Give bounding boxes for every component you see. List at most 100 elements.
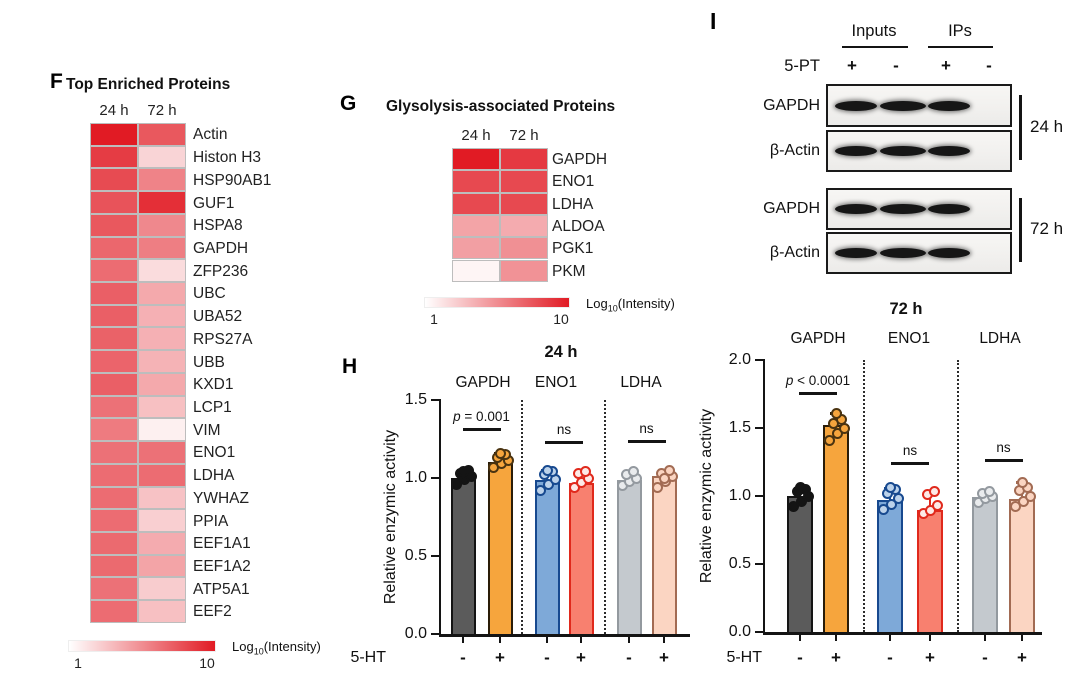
heatmap-cell (90, 123, 138, 146)
heatmap-row-label: LCP1 (193, 399, 232, 416)
heatmap-cell (90, 531, 138, 555)
data-point (983, 486, 995, 498)
y-tick (755, 358, 765, 362)
x-axis (438, 634, 690, 637)
heatmap-cell (452, 214, 500, 238)
y-axis-label: Relative enzymic activity (698, 408, 715, 584)
heatmap-row-label: LDHA (552, 195, 594, 213)
x-tick (662, 636, 666, 643)
heatmap-cell (138, 600, 186, 623)
heatmap-row-label: ENO1 (552, 173, 595, 191)
heatmap-cell (452, 170, 500, 193)
heatmap-cell (90, 304, 138, 328)
heatmap-cell (138, 213, 186, 237)
protein-band (880, 100, 926, 111)
protein-band (835, 100, 877, 111)
y-tick-label: 0.0 (404, 625, 427, 642)
data-point (877, 504, 889, 516)
data-point (787, 501, 799, 513)
heatmap-cell (90, 509, 138, 532)
group-label: GAPDH (790, 330, 846, 347)
heatmap-row-label: PGK1 (552, 240, 594, 258)
colorbar-max-label: 10 (199, 655, 215, 671)
heatmap-cell (452, 148, 500, 171)
bar (1009, 498, 1035, 632)
x-condition-symbol: - (460, 648, 466, 667)
x-axis (762, 632, 1042, 635)
heatmap-cell (138, 304, 186, 328)
error-bar (928, 491, 932, 512)
heatmap-row-label: KXD1 (193, 376, 234, 394)
y-tick-label: 1.5 (404, 391, 427, 408)
bar (450, 478, 476, 634)
y-tick-label: 1.5 (728, 419, 751, 436)
panel-i-label: I (710, 8, 717, 34)
heatmap-cell (500, 259, 548, 282)
x-condition-symbol: - (887, 648, 893, 667)
y-tick-label: 0.5 (728, 555, 751, 572)
blot-group-header: Inputs (851, 22, 897, 40)
chart-title: 24 h (544, 343, 578, 361)
heatmap-cell (90, 259, 138, 283)
y-tick-label: 1.0 (728, 487, 751, 504)
lane-condition-symbol: + (941, 56, 951, 75)
colorbar-legend: Log10(Intensity) (232, 639, 321, 657)
heatmap-cell (90, 168, 138, 192)
heatmap-cell (90, 191, 138, 214)
heatmap-row-label: Histon H3 (193, 149, 262, 167)
heatmap-col-header: 24 h (461, 127, 491, 144)
x-tick (798, 634, 802, 641)
panel-f-title: Top Enriched Proteins (66, 76, 231, 93)
heatmap-row-label: PKM (552, 262, 586, 280)
heatmap-cell (138, 168, 186, 192)
heatmap-row-label: LDHA (193, 467, 235, 485)
significance-line (891, 462, 929, 465)
protein-band (928, 100, 970, 111)
heatmap-cell (90, 577, 138, 601)
x-tick (498, 636, 502, 643)
x-tick (579, 636, 583, 643)
significance-label: ns (639, 421, 654, 436)
bar (651, 476, 677, 634)
y-tick-label: 0.5 (404, 547, 427, 564)
data-point (627, 466, 639, 478)
significance-line (545, 441, 583, 444)
lane-condition-symbol: - (986, 56, 992, 75)
heatmap-row-label: ENO1 (193, 444, 236, 462)
heatmap-row-label: UBC (193, 285, 226, 303)
x-condition-symbol: + (576, 648, 586, 667)
heatmap-cell (90, 213, 138, 237)
data-point (830, 407, 842, 419)
group-label: GAPDH (455, 374, 511, 391)
bar (877, 500, 903, 632)
data-point (928, 486, 940, 498)
heatmap-cell (452, 259, 500, 282)
heatmap-cell (138, 145, 186, 169)
data-point (579, 466, 591, 478)
blot-target-label: β-Actin (769, 244, 820, 261)
heatmap-cell (452, 237, 500, 260)
heatmap-row-label: GUF1 (193, 194, 235, 212)
heatmap-cell (90, 372, 138, 396)
heatmap-cell (138, 463, 186, 487)
protein-band (880, 146, 926, 156)
heatmap-row-label: VIM (193, 421, 221, 439)
blot-target-label: GAPDH (763, 200, 820, 217)
protein-band (880, 248, 926, 258)
heatmap-row-label: YWHAZ (193, 489, 249, 507)
heatmap-cell (138, 418, 186, 442)
x-tick (627, 636, 631, 643)
x-condition-symbol: + (659, 648, 669, 667)
x-condition-symbol: + (925, 648, 935, 667)
x-condition-symbol: + (831, 648, 841, 667)
heatmap-cell (138, 282, 186, 305)
significance-line (627, 440, 666, 443)
panel-f-label: F (50, 70, 63, 93)
heatmap-row-label: Actin (193, 126, 228, 144)
time-bracket (1019, 95, 1022, 160)
group-label: LDHA (620, 374, 662, 391)
bar (534, 479, 560, 634)
significance-line (462, 428, 501, 431)
y-tick-label: 1.0 (404, 469, 427, 486)
colorbar-legend: Log10(Intensity) (586, 296, 675, 314)
